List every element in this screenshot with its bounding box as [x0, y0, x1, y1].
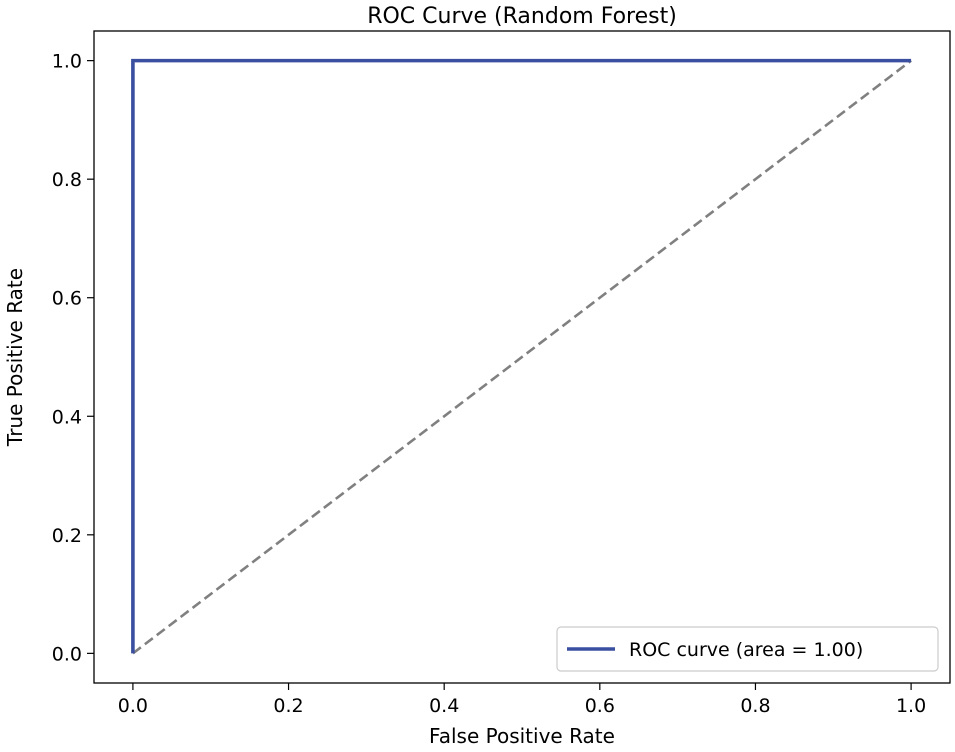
x-tick-label: 0.6 [585, 695, 615, 717]
x-axis-label: False Positive Rate [429, 724, 615, 748]
legend-label: ROC curve (area = 1.00) [629, 639, 863, 661]
x-tick-label: 0.8 [740, 695, 770, 717]
x-tick-label: 0.2 [273, 695, 303, 717]
y-tick-label: 0.6 [52, 288, 82, 310]
x-tick-label: 0.0 [118, 695, 148, 717]
diagonal-reference-line [132, 59, 912, 655]
y-tick-label: 0.4 [52, 406, 82, 428]
roc-curve-line [131, 58, 912, 654]
plot-frame [93, 30, 951, 684]
x-tick-label: 0.4 [429, 695, 459, 717]
chart-title: ROC Curve (Random Forest) [367, 4, 677, 29]
plot-area: 0.0 0.2 0.4 0.6 0.8 1.0 0.0 0.2 0.4 0.6 0.8 1.0 ROC … [52, 30, 951, 717]
legend-box [556, 626, 939, 672]
y-tick-label: 1.0 [52, 51, 82, 73]
y-tick-label: 0.0 [52, 643, 82, 665]
x-tick-label: 1.0 [896, 695, 926, 717]
y-tick-label: 0.2 [52, 525, 82, 547]
y-tick-label: 0.8 [52, 169, 82, 191]
y-axis-label: True Positive Rate [3, 268, 27, 447]
